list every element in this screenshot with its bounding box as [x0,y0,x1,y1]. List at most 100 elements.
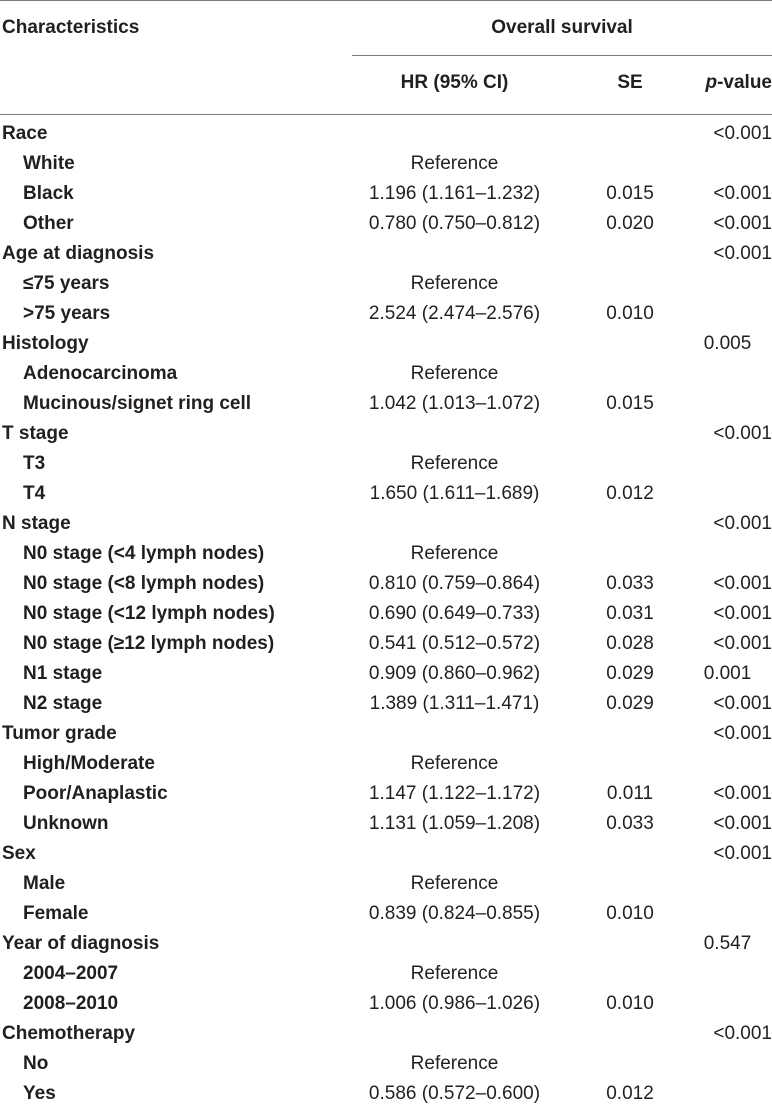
se-cell: 0.020 [606,213,654,234]
p-value-cell: <0.001 [713,693,772,714]
group-label: Chemotherapy [2,1023,136,1044]
row-label: Yes [23,1083,56,1104]
table-row: T4 1.650 (1.611–1.689) 0.012 [0,479,772,509]
table-group-row: Race <0.001 [0,119,772,149]
hr-cell: Reference [410,543,499,564]
header-overall-survival: Overall survival [491,17,633,38]
table-group-row: T stage <0.001 [0,419,772,449]
header-hr: HR (95% CI) [400,72,509,93]
hr-cell: 1.131 (1.059–1.208) [368,813,541,834]
group-label: Sex [2,843,36,864]
se-cell: 0.010 [606,903,654,924]
hr-cell: Reference [410,363,499,384]
p-value-cell: <0.001 [713,513,772,534]
row-label: T3 [23,453,46,474]
row-label: Black [23,183,74,204]
table-row: Unknown 1.131 (1.059–1.208) 0.033 <0.001 [0,809,772,839]
table-row: N0 stage (≥12 lymph nodes) 0.541 (0.512–0… [0,629,772,659]
table-row: Poor/Anaplastic 1.147 (1.122–1.172) 0.011 <… [0,779,772,809]
group-label: Year of diagnosis [2,933,160,954]
group-label: Tumor grade [2,723,117,744]
row-label: N0 stage (<12 lymph nodes) [23,603,275,624]
row-label: Female [23,903,89,924]
row-label: N2 stage [23,693,103,714]
p-value-cell: 0.005 [703,333,752,354]
table-row: Other 0.780 (0.750–0.812) 0.020 <0.001 [0,209,772,239]
table-row: 2004–2007 Reference [0,959,772,989]
table-row: No Reference [0,1049,772,1079]
se-cell: 0.029 [606,693,654,714]
hr-cell: 1.389 (1.311–1.471) [369,693,540,714]
p-value-cell: <0.001 [713,633,772,654]
se-cell: 0.015 [606,393,654,414]
hr-cell: 1.006 (0.986–1.026) [368,993,541,1014]
table-group-row: Sex <0.001 [0,839,772,869]
row-label: T4 [23,483,46,504]
p-value-cell: <0.001 [713,843,772,864]
p-value-cell: <0.001 [713,423,772,444]
table-group-row: Tumor grade <0.001 [0,719,772,749]
p-value-cell: <0.001 [713,723,772,744]
table-group-row: Age at diagnosis <0.001 [0,239,772,269]
row-label: >75 years [23,303,111,324]
p-value-cell: <0.001 [713,213,772,234]
se-cell: 0.029 [606,663,654,684]
row-label: ≤75 years [23,273,110,294]
table-row: White Reference [0,149,772,179]
row-label: N0 stage (<4 lymph nodes) [23,543,265,564]
row-label: Mucinous/signet ring cell [23,393,252,414]
row-label: N0 stage (≥12 lymph nodes) [23,633,275,654]
table-row: ≤75 years Reference [0,269,772,299]
hr-cell: 1.147 (1.122–1.172) [368,783,541,804]
table-row: T3 Reference [0,449,772,479]
se-cell: 0.028 [606,633,654,654]
row-label: 2008–2010 [23,993,119,1014]
hr-cell: Reference [410,1053,499,1074]
table-group-row: Chemotherapy <0.001 [0,1019,772,1049]
table-row: High/Moderate Reference [0,749,772,779]
group-label: Race [2,123,48,144]
hr-cell: 0.690 (0.649–0.733) [368,603,541,624]
hr-cell: 0.586 (0.572–0.600) [368,1083,541,1104]
header-p-value: p-value [683,72,772,94]
group-label: Age at diagnosis [2,243,155,264]
table-row: Black 1.196 (1.161–1.232) 0.015 <0.001 [0,179,772,209]
row-label: Adenocarcinoma [23,363,178,384]
row-label: High/Moderate [23,753,155,774]
row-label: Poor/Anaplastic [23,783,168,804]
hr-cell: 0.541 (0.512–0.572) [368,633,541,654]
hr-cell: 1.042 (1.013–1.072) [368,393,541,414]
se-cell: 0.012 [606,483,654,504]
p-value-cell: <0.001 [713,813,772,834]
hr-cell: 1.650 (1.611–1.689) [369,483,540,504]
table-group-row: Histology 0.005 [0,329,772,359]
p-value-cell: <0.001 [713,783,772,804]
row-label: No [23,1053,49,1074]
table-row: Male Reference [0,869,772,899]
p-value-cell: <0.001 [713,183,772,204]
p-italic: p [705,72,718,93]
row-label: Other [23,213,74,234]
row-label: Unknown [23,813,109,834]
se-cell: 0.033 [606,813,654,834]
se-cell: 0.010 [606,993,654,1014]
table-row: N0 stage (<12 lymph nodes) 0.690 (0.649–0… [0,599,772,629]
hr-cell: Reference [410,273,499,294]
table-group-row: Year of diagnosis 0.547 [0,929,772,959]
hr-cell: Reference [410,453,499,474]
hr-cell: 1.196 (1.161–1.232) [368,183,541,204]
header-se: SE [617,72,643,93]
table-row: N2 stage 1.389 (1.311–1.471) 0.029 <0.001 [0,689,772,719]
row-label: N0 stage (<8 lymph nodes) [23,573,265,594]
top-rule [0,0,772,1]
p-value-cell: <0.001 [713,123,772,144]
p-value-cell: <0.001 [713,1023,772,1044]
table-row: N0 stage (<8 lymph nodes) 0.810 (0.759–0.… [0,569,772,599]
se-cell: 0.010 [606,303,654,324]
group-label: Histology [2,333,89,354]
p-rest: -value [717,72,772,93]
hr-cell: 0.810 (0.759–0.864) [368,573,541,594]
header-rule [0,114,772,115]
table-row: 2008–2010 1.006 (0.986–1.026) 0.010 [0,989,772,1019]
